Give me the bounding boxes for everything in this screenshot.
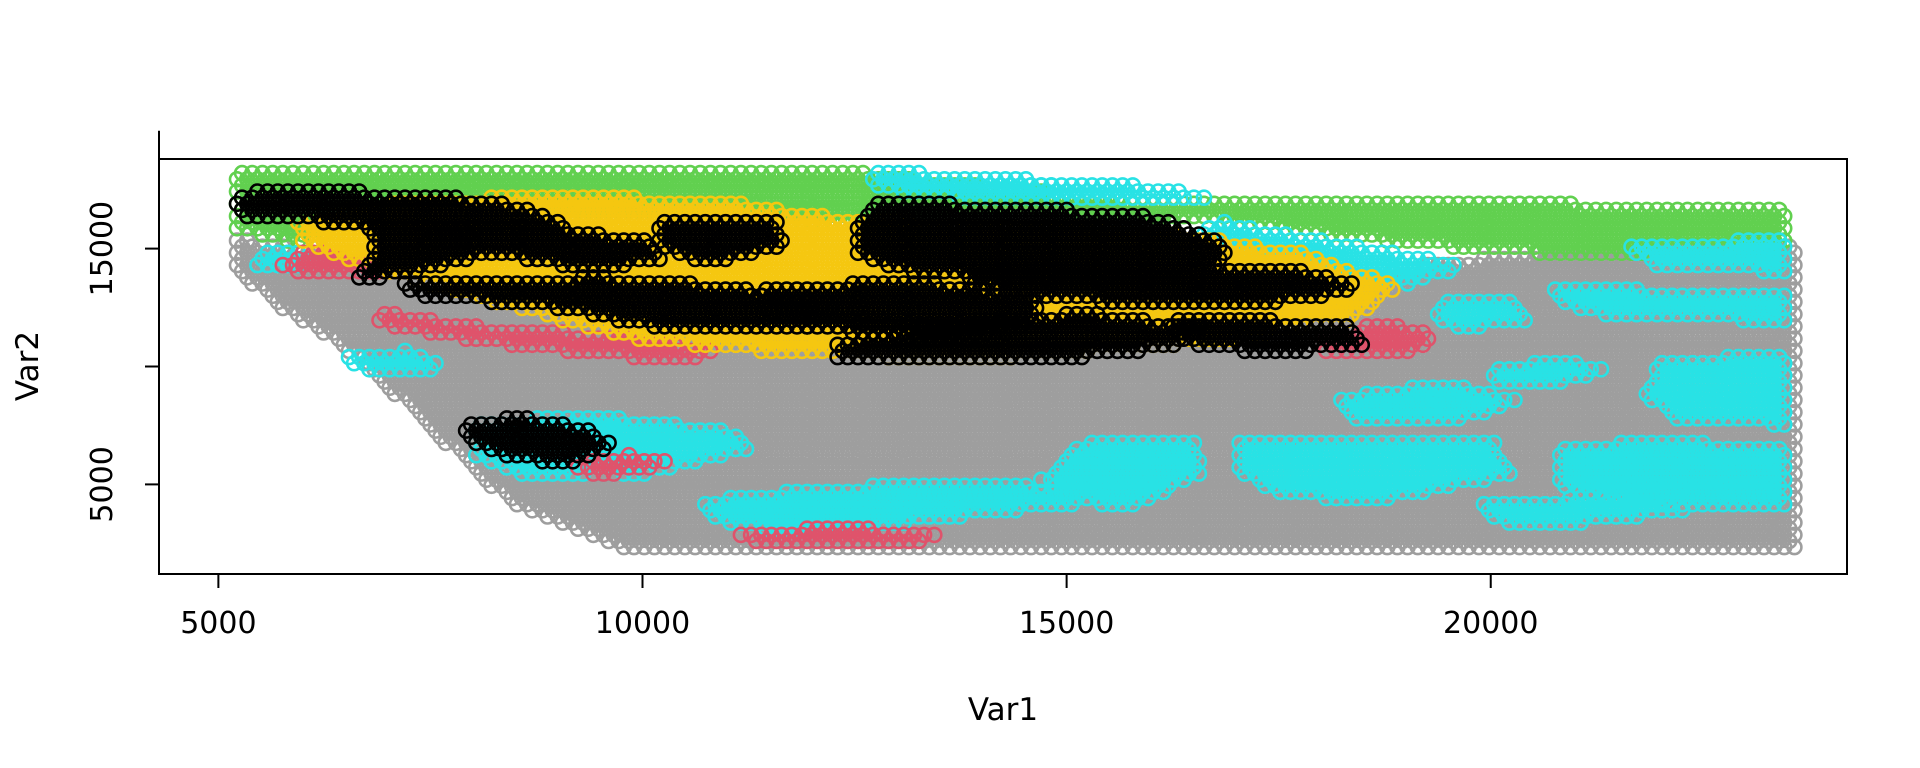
data-point-cluster	[1429, 293, 1534, 335]
data-point-cluster	[1623, 232, 1793, 280]
class-region	[961, 256, 1360, 311]
class-region	[1032, 434, 1208, 513]
x-tick-label: 10000	[595, 606, 690, 641]
data-point-cluster	[340, 342, 444, 378]
data-point-cluster	[1231, 434, 1518, 507]
data-point-cluster	[457, 410, 617, 470]
data-point-cluster	[1638, 348, 1793, 433]
class-region	[1546, 281, 1793, 329]
data-point-cluster	[569, 446, 673, 482]
data-point-cluster	[396, 269, 852, 335]
class-region	[1165, 312, 1371, 360]
data-point-cluster	[732, 520, 943, 550]
data-point-cluster	[961, 256, 1360, 311]
data-point-cluster	[1165, 312, 1371, 360]
x-axis-label: Var1	[968, 692, 1038, 728]
class-region	[1623, 232, 1793, 280]
class-region	[569, 446, 673, 482]
class-region	[1333, 379, 1523, 427]
y-tick-label: 15000	[85, 201, 120, 296]
class-region	[396, 269, 852, 335]
class-region	[340, 342, 444, 378]
x-tick-label: 5000	[180, 606, 256, 641]
data-point-cluster	[1032, 434, 1208, 513]
data-point-cluster	[1333, 379, 1523, 427]
data-point-cluster	[1546, 281, 1793, 329]
class-region	[1429, 293, 1534, 335]
data-point-cluster	[992, 177, 1213, 206]
series-5	[228, 183, 1371, 470]
x-tick-label: 15000	[1019, 606, 1114, 641]
series-3	[274, 244, 1437, 550]
data-point-cluster	[1475, 489, 1691, 531]
class-region	[1638, 348, 1793, 433]
y-axis: 5000 15000	[85, 130, 160, 523]
class-region	[732, 520, 943, 550]
x-axis: 5000 10000 15000 20000	[180, 573, 1538, 641]
class-region	[1231, 434, 1518, 507]
class-region	[1485, 354, 1610, 390]
data-point-cluster	[651, 213, 790, 268]
class-region	[651, 213, 790, 268]
class-region	[992, 177, 1213, 206]
class-region	[457, 410, 617, 470]
class-region	[1475, 489, 1691, 531]
y-tick-label: 5000	[85, 446, 120, 522]
y-axis-label: Var2	[10, 331, 46, 401]
x-tick-label: 20000	[1443, 606, 1538, 641]
class-region	[350, 220, 490, 286]
data-point-cluster	[350, 220, 490, 286]
data-point-cluster	[1485, 354, 1610, 390]
data-points-layer	[228, 164, 1803, 556]
